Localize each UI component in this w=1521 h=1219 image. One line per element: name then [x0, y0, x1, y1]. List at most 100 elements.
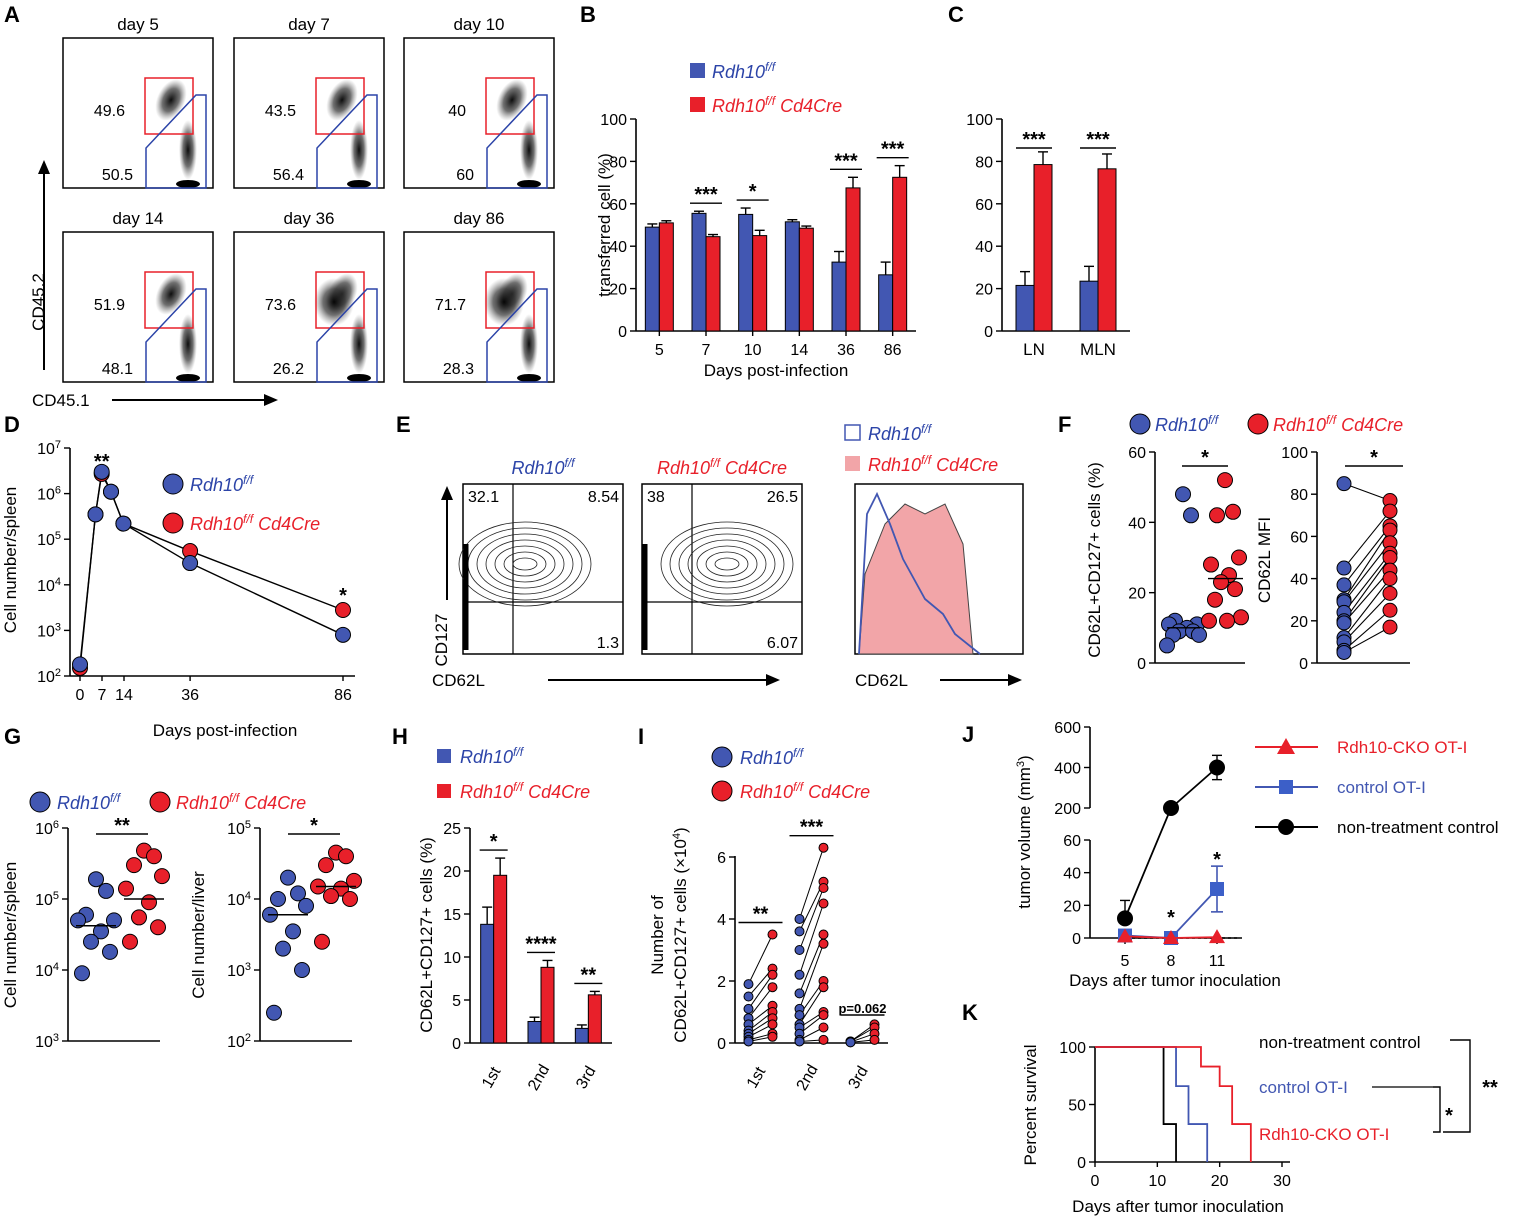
legend-label-cko: Rdh10f/f Cd4Cre [1273, 413, 1403, 435]
g-right-point-cko [318, 857, 334, 874]
i-point-cko [818, 938, 829, 949]
j-y-bottom-tick-label: 0 [1072, 931, 1081, 948]
d-point [335, 602, 351, 619]
d-point [103, 483, 119, 500]
contour-line [494, 545, 556, 583]
f-left-point-wt [1159, 637, 1175, 654]
f-left-point-cko [1201, 612, 1217, 629]
g-right-point-wt [294, 962, 310, 978]
j-point-cko [1209, 929, 1225, 944]
g-left-point-cko [118, 880, 134, 897]
h-bar [540, 966, 555, 1044]
c-y-tick-label: 40 [975, 239, 993, 256]
density-blob [520, 120, 538, 180]
c-y-tick-label: 0 [984, 324, 993, 341]
panel-label-G: G [4, 724, 21, 749]
flow-plot: day 14 51.9 48.1 [62, 209, 214, 383]
gate-cd45-1 [486, 94, 548, 189]
g-left-point-cko [141, 894, 157, 911]
b-sig-text: * [749, 181, 757, 203]
flow-plot-title: day 10 [453, 15, 504, 34]
i-point-wt [794, 988, 805, 999]
density-blob [179, 314, 197, 374]
i-point-cko [767, 969, 778, 980]
i-ylabel-1: Number of [648, 895, 667, 975]
j-y-bottom-tick-label: 40 [1063, 866, 1081, 883]
b-x-tick-label: 36 [837, 342, 855, 359]
f-right-y-tick-label: 40 [1290, 572, 1308, 589]
g-right-point-cko [323, 888, 339, 905]
f-left-point-cko [1227, 581, 1243, 598]
gate-lower-value: 28.3 [443, 361, 474, 378]
legend-marker-none [1278, 819, 1294, 835]
d-series-line [79, 469, 344, 665]
b-bar [738, 213, 754, 332]
b-sig-text: *** [694, 184, 718, 206]
f-right-point-cko [1382, 571, 1398, 587]
g-right-point-wt [266, 1004, 282, 1021]
legend-label-cko: Rdh10f/f Cd4Cre [176, 791, 306, 813]
panel-label-J: J [962, 722, 974, 747]
panel-label-E: E [396, 412, 411, 437]
contour-line [714, 557, 740, 571]
g-left-y-tick-label: 105 [35, 890, 59, 909]
h-y-tick-label: 15 [443, 907, 461, 924]
h-sig-text: **** [525, 933, 556, 955]
b-bar [705, 236, 721, 332]
panel-label-A: A [4, 2, 20, 27]
legend-label-wt: Rdh10f/f [57, 791, 122, 813]
i-pair-line [748, 934, 773, 985]
legend-marker-wt [162, 473, 184, 495]
d-x-tick-label: 36 [181, 687, 199, 704]
quadrant-ul-value: 38 [647, 489, 665, 506]
h-x-tick-label: 1st [479, 1064, 505, 1091]
flow-plot-title: day 5 [117, 15, 159, 34]
h-bar [480, 923, 495, 1044]
i-point-wt [743, 1003, 754, 1014]
flow-plot-title: day 36 [283, 209, 334, 228]
panel-f: Rdh10f/f Rdh10f/f Cd4Cre 0 20 40 60 CD62L+CD12… [1085, 413, 1410, 673]
panel-label-H: H [392, 724, 408, 749]
f-right-pair-line [1343, 510, 1391, 569]
gate-upper-value: 43.5 [265, 103, 296, 120]
legend-label-tumor-control: control OT-I [1337, 778, 1426, 797]
gate-lower-value: 56.4 [273, 167, 304, 184]
g-left-sig-text: ** [114, 815, 130, 837]
j-point-none [1117, 910, 1133, 927]
i-point-wt [794, 926, 805, 937]
b-bar [892, 176, 908, 332]
d-x-tick-label: 86 [334, 687, 352, 704]
panel-label-D: D [4, 412, 20, 437]
c-bar [1015, 284, 1035, 332]
gate-cd45-2 [315, 77, 365, 135]
f-right-pair-line [1343, 592, 1391, 643]
gate-upper-value: 51.9 [94, 297, 125, 314]
gate-cd45-1 [145, 288, 207, 383]
density-blob [176, 374, 200, 382]
panel-k: 0 50 100 0 10 20 30 Percent survival Days after … [1021, 1033, 1498, 1216]
i-point-wt [794, 1036, 805, 1047]
d-sig: * [339, 585, 347, 607]
f-right-point-wt [1336, 644, 1352, 660]
d-y-tick-label: 106 [37, 485, 61, 504]
g-left-point-cko [154, 868, 170, 885]
e-hist-xlabel: CD62L [855, 671, 908, 690]
gate-cd45-1 [486, 288, 548, 383]
f-right-pair-line [1343, 569, 1391, 624]
d-x-tick-label: 7 [98, 687, 107, 704]
contour-line [705, 551, 749, 577]
contour-line [503, 551, 547, 577]
j-point-none [1209, 759, 1225, 776]
contour-line [476, 533, 574, 595]
quadrant-ur-value: 8.54 [588, 489, 619, 506]
h-y-tick-label: 10 [443, 950, 461, 967]
density-blob [176, 180, 200, 188]
b-sig-text: *** [834, 150, 858, 172]
density-blob [350, 120, 368, 180]
gate-cd45-1 [316, 94, 378, 189]
i-x-tick-label: 1st [744, 1064, 770, 1091]
i-y-tick-label: 2 [717, 974, 726, 991]
panel-b: 0 20 40 60 80 100 transferred cell (%) Days pos… [595, 60, 916, 380]
g-right-point-wt [280, 869, 296, 886]
gate-cd45-2 [144, 271, 194, 329]
